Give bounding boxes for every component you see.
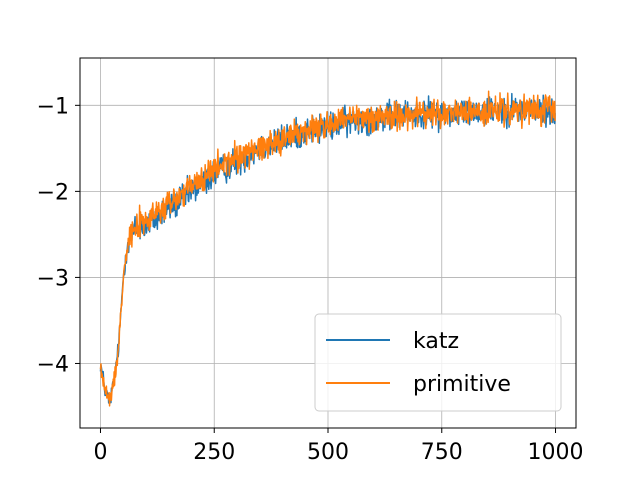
y-tick-label: −4 bbox=[37, 352, 69, 377]
legend-label-primitive: primitive bbox=[413, 372, 511, 397]
y-tick-label: −2 bbox=[37, 180, 69, 205]
legend: katz primitive bbox=[314, 313, 562, 412]
x-tick-label: 0 bbox=[93, 440, 107, 465]
legend-box bbox=[314, 313, 562, 412]
x-tick-label: 250 bbox=[193, 440, 235, 465]
y-tick-label: −1 bbox=[37, 94, 69, 119]
x-tick-label: 500 bbox=[307, 440, 349, 465]
axis-ticks: 0 250 500 750 1000 −4 −3 −2 −1 bbox=[37, 94, 584, 465]
series-line-primitive bbox=[99, 90, 556, 407]
legend-label-katz: katz bbox=[413, 329, 459, 354]
x-tick-label: 750 bbox=[421, 440, 463, 465]
x-tick-label: 1000 bbox=[528, 440, 584, 465]
y-tick-label: −3 bbox=[37, 266, 69, 291]
series-layer bbox=[99, 90, 556, 407]
